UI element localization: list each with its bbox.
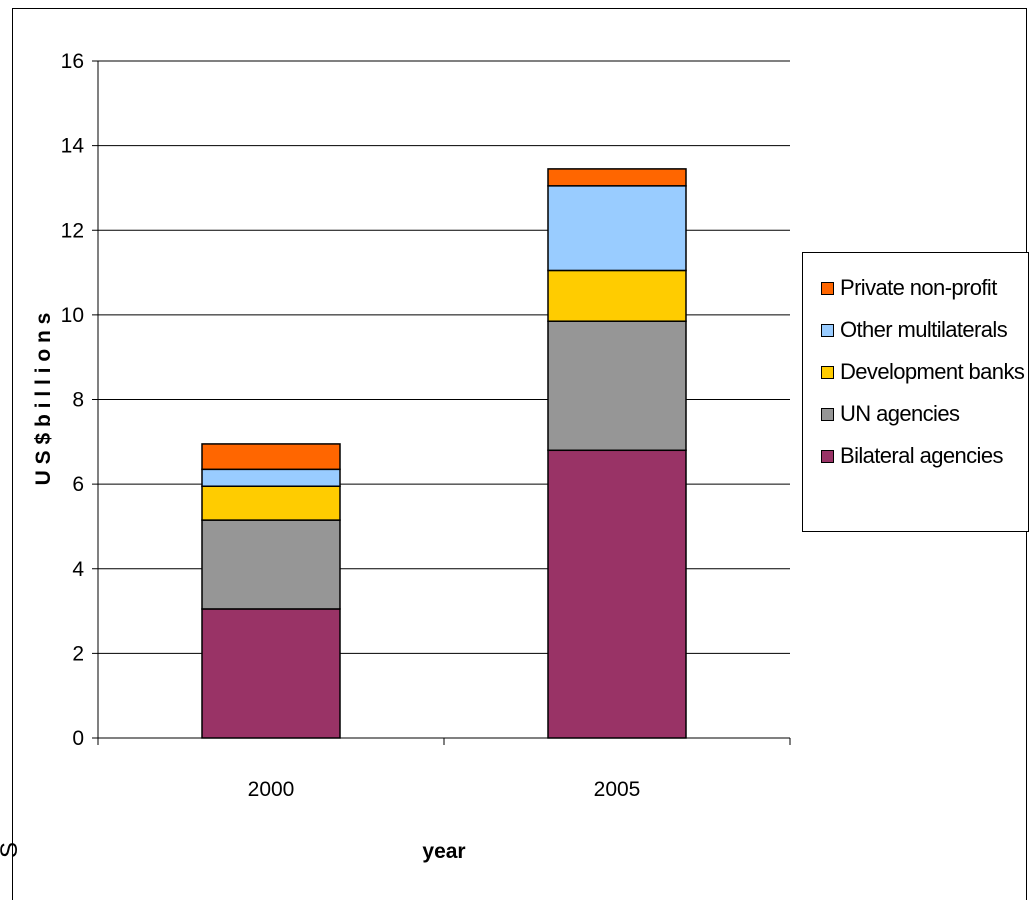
legend-label: Other multilaterals <box>840 317 1008 342</box>
y-tick-label: 2 <box>72 642 84 665</box>
y-tick-label: 4 <box>72 558 84 581</box>
bar-segment <box>201 443 341 471</box>
legend-item: Private non-profit <box>821 273 997 303</box>
bar-segment <box>201 608 341 739</box>
legend-item: Other multilaterals <box>821 315 1008 345</box>
legend-label: Bilateral agencies <box>840 443 1003 468</box>
legend-item: Bilateral agencies <box>821 441 1003 471</box>
legend-label: Development banks <box>840 359 1025 384</box>
legend-swatch <box>821 365 834 379</box>
bar-segment <box>201 519 341 610</box>
bar-segment <box>547 168 687 187</box>
legend-item: Development banks <box>821 357 1025 387</box>
tick-labels: 0 2 4 6 8 10 12 14 16 2000 2005 <box>61 50 641 801</box>
y-axis-title: U S $ b i l l i o n s <box>32 313 55 486</box>
y-tick-label: 16 <box>61 50 84 73</box>
bar-segment <box>547 320 687 452</box>
bar-segment <box>201 468 341 487</box>
legend-item: UN agencies <box>821 399 960 429</box>
bar-segment <box>547 269 687 322</box>
y-tick-label: 8 <box>72 389 84 412</box>
y-tick-label: 0 <box>72 727 84 750</box>
x-tick-label: 2005 <box>594 778 641 801</box>
bar-segment <box>547 185 687 272</box>
legend: Private non-profit Other multilaterals Dev… <box>802 252 1029 532</box>
x-tick-label: 2000 <box>248 778 295 801</box>
y-tick-label: 10 <box>61 304 84 327</box>
y-tick-label: 12 <box>61 219 84 242</box>
bar-segment <box>201 485 341 521</box>
axes <box>92 60 791 745</box>
bars <box>201 168 687 739</box>
legend-swatch <box>821 449 834 463</box>
bar-segment <box>547 449 687 739</box>
legend-label: Private non-profit <box>840 275 997 300</box>
legend-swatch <box>821 281 834 295</box>
y-tick-label: 14 <box>61 135 85 158</box>
legend-swatch <box>821 323 834 337</box>
legend-label: UN agencies <box>840 401 960 426</box>
legend-swatch <box>821 407 834 421</box>
y-tick-label: 6 <box>72 473 84 496</box>
x-axis-title: year <box>422 840 465 863</box>
